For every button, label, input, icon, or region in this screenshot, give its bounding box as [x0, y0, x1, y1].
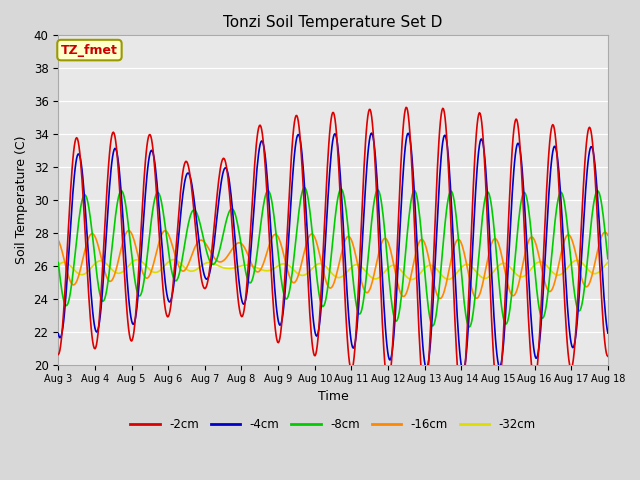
- Text: TZ_fmet: TZ_fmet: [61, 44, 118, 57]
- Y-axis label: Soil Temperature (C): Soil Temperature (C): [15, 136, 28, 264]
- X-axis label: Time: Time: [317, 390, 348, 403]
- Title: Tonzi Soil Temperature Set D: Tonzi Soil Temperature Set D: [223, 15, 443, 30]
- Legend: -2cm, -4cm, -8cm, -16cm, -32cm: -2cm, -4cm, -8cm, -16cm, -32cm: [125, 413, 541, 436]
